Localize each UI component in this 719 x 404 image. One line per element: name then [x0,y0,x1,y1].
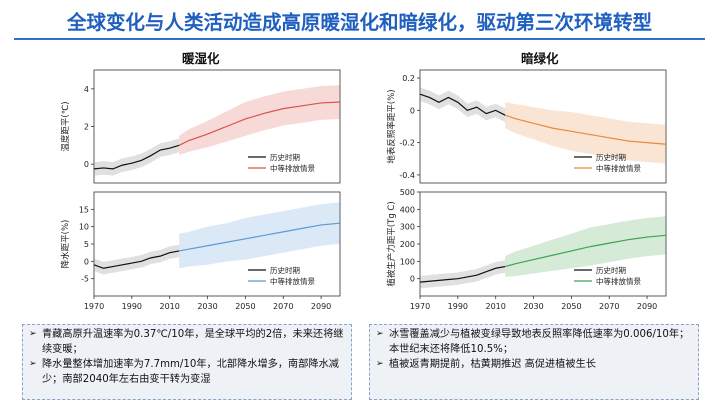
plot-frame [419,69,667,184]
legend-entry: 中等排放情景 [596,163,641,173]
series-line [93,144,180,170]
x-tick-label: 2050 [561,302,581,311]
legend-entry: 中等排放情景 [596,276,641,286]
y-tick-label: 0 [410,106,415,115]
y-axis-label: 降水距平(%) [60,220,71,269]
y-tick-label: 2 [84,123,89,132]
y-tick-label: 5 [84,240,89,249]
y-tick-label: 0 [410,275,415,284]
right-note-2: ➢ 植被返青期提前，枯黄期推迟 高促进植被生长 [376,357,692,372]
y-tick-label: 4 [84,85,89,94]
legend-entry: 历史时期 [270,265,300,275]
arrow-right-icon: ➢ [376,329,384,339]
series-uncertainty-band [420,260,506,289]
x-tick-label: 2010 [160,302,180,311]
legend-entry: 中等排放情景 [270,276,315,286]
y-axis-label: 植被生产力距平(Tg C) [386,201,397,286]
series-line [419,93,506,116]
arrow-right-icon: ➢ [29,359,37,369]
series-line [504,234,667,268]
y-axis-label: 地表反照率距平(%) [386,89,397,163]
y-tick-label: 200 [400,240,415,249]
precipitation-chart: -5 0 5 10 15 1970 1990 2010 2030 2050 2070 2090 降水距平… [60,191,341,311]
x-tick-label: 1970 [84,302,104,311]
series-uncertainty-band [94,138,180,176]
y-axis-label: 温度距平(℃) [60,101,71,151]
title-divider [14,38,705,40]
y-tick-label: 100 [400,257,415,266]
series-line [178,101,341,146]
left-note-2: ➢ 降水量整体增加速率为7.7mm/10年，北部降水增多，南部降水减少；南部204… [29,357,345,387]
series-uncertainty-band [420,87,506,122]
y-tick-label: 500 [400,188,415,197]
x-tick-label: 2090 [311,302,331,311]
left-note-1-text: 青藏高原升温速率为0.37℃/10年，是全球平均的2倍，未来还将继续变暖； [42,329,344,355]
y-tick-label: 400 [400,205,415,214]
y-tick-label: 10 [79,223,89,232]
right-note-1: ➢ 冰雪覆盖减少与植被变绿导致地表反照率降低速率为0.006/10年；本世纪末还将… [376,327,692,357]
x-tick-label: 2030 [197,302,217,311]
x-tick-label: 2010 [486,302,506,311]
page-title: 全球变化与人类活动造成高原暖湿化和暗绿化，驱动第三次环境转型 [66,11,652,34]
legend-entry: 历史时期 [596,265,626,275]
x-tick-label: 2050 [235,302,255,311]
y-tick-label: -0.2 [399,139,415,148]
x-tick-label: 2070 [273,302,293,311]
x-tick-label: 1970 [410,302,430,311]
series-line [179,222,341,252]
gpp-chart: 0 100 200 300 400 500 1970 1990 2010 2030 2050 2070… [386,188,667,311]
left-note-1: ➢ 青藏高原升温速率为0.37℃/10年，是全球平均的2倍，未来还将继续变暖； [29,327,345,357]
arrow-right-icon: ➢ [29,329,37,339]
series-line [93,250,180,269]
x-tick-label: 1990 [448,302,468,311]
right-note-1-text: 冰雪覆盖减少与植被变绿导致地表反照率降低速率为0.006/10年；本世纪末还将降… [389,329,690,355]
right-column-heading: 暗绿化 [521,51,559,66]
series-uncertainty-band [505,102,666,164]
y-tick-label: 300 [400,223,415,232]
y-tick-label: 0 [84,160,89,169]
y-tick-label: 0.2 [402,74,415,83]
series-uncertainty-band [179,202,340,269]
series-line [419,265,506,283]
series-uncertainty-band [179,85,340,155]
plot-frame [93,69,341,184]
right-note-2-text: 植被返青期提前，枯黄期推迟 高促进植被生长 [389,359,596,370]
legend-entry: 中等排放情景 [270,163,315,173]
left-column-heading: 暖湿化 [182,51,220,66]
y-tick-label: 0 [84,257,89,266]
left-note-2-text: 降水量整体增加速率为7.7mm/10年，北部降水增多，南部降水减少；南部2040… [42,359,339,385]
legend-entry: 历史时期 [270,152,300,162]
x-tick-label: 1990 [122,302,142,311]
y-tick-label: -0.4 [399,171,415,180]
y-tick-label: -5 [81,275,89,284]
series-uncertainty-band [505,216,666,277]
x-tick-label: 2070 [599,302,619,311]
legend-entry: 历史时期 [596,152,626,162]
x-tick-label: 2090 [637,302,657,311]
x-tick-label: 2030 [523,302,543,311]
arrow-right-icon: ➢ [376,359,384,369]
right-notes-box: ➢ 冰雪覆盖减少与植被变绿导致地表反照率降低速率为0.006/10年；本世纪末还将… [369,324,699,400]
series-line [504,114,667,145]
left-notes-box: ➢ 青藏高原升温速率为0.37℃/10年，是全球平均的2倍，未来还将继续变暖； ➢… [22,324,352,400]
series-uncertainty-band [94,244,180,275]
y-tick-label: 15 [79,205,89,214]
